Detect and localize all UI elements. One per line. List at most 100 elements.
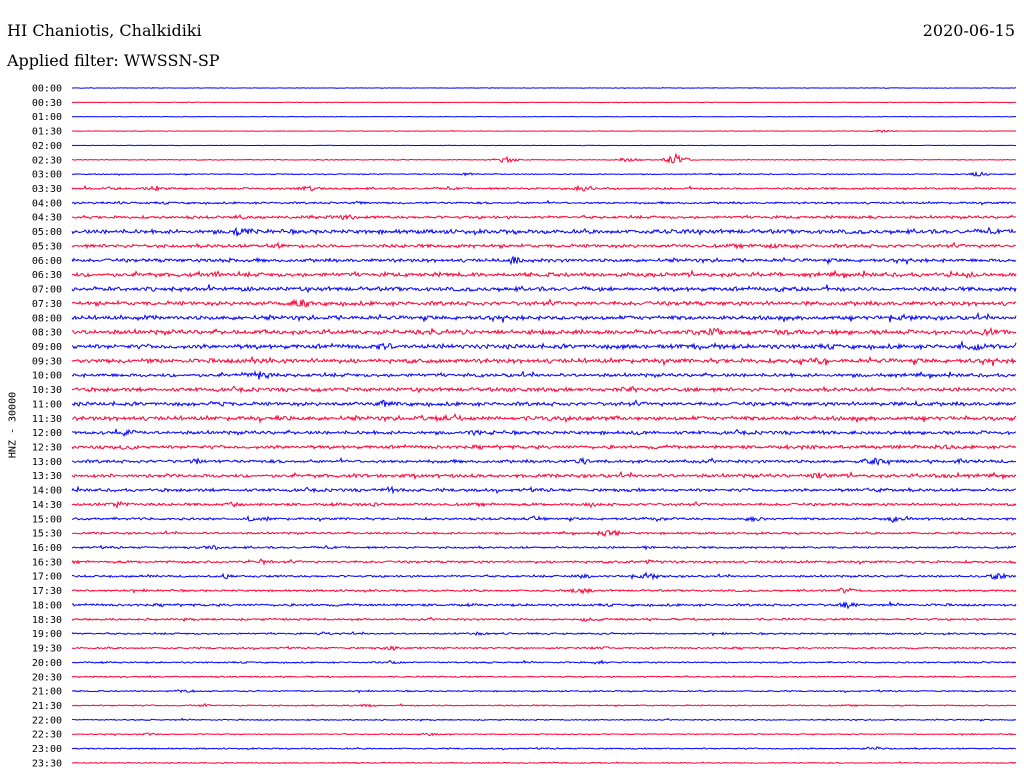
filter-label: Applied filter: WWSSN-SP	[7, 51, 220, 70]
tick-label: 23:00	[32, 744, 62, 755]
seismic-trace	[71, 702, 1017, 708]
seismic-trace	[71, 355, 1017, 367]
tick-label: 03:00	[32, 170, 62, 181]
seismic-trace	[71, 129, 1017, 134]
tick-label: 06:00	[32, 256, 62, 267]
seismic-trace	[71, 144, 1017, 147]
tick-label: 20:00	[32, 658, 62, 669]
tick-label: 09:30	[32, 356, 62, 367]
tick-label: 20:30	[32, 672, 62, 683]
tick-label: 17:30	[32, 586, 62, 597]
seismic-trace	[71, 226, 1016, 237]
tick-label: 18:30	[32, 615, 62, 626]
tick-label: 10:00	[32, 371, 62, 382]
seismic-trace	[71, 241, 1017, 250]
tick-label: 09:00	[32, 342, 62, 353]
seismic-trace	[72, 86, 1017, 90]
tick-label: 16:00	[32, 543, 62, 554]
seismic-trace	[71, 674, 1017, 679]
seismic-trace	[71, 370, 1017, 380]
seismic-trace	[71, 327, 1017, 338]
seismic-trace	[71, 184, 1017, 192]
seismic-trace	[71, 557, 1017, 566]
tick-label: 16:30	[32, 557, 62, 568]
seismic-trace	[71, 529, 1017, 538]
tick-label: 07:30	[32, 299, 62, 310]
tick-label: 04:00	[32, 198, 62, 209]
tick-label: 02:30	[32, 155, 62, 166]
seismic-trace	[71, 298, 1017, 308]
tick-label: 18:00	[32, 600, 62, 611]
tick-label: 02:00	[32, 141, 62, 152]
tick-label: 08:00	[32, 313, 62, 324]
tick-label: 13:00	[32, 457, 62, 468]
seismic-trace	[71, 544, 1017, 551]
seismic-trace	[71, 311, 1017, 323]
tick-label: 05:00	[32, 227, 62, 238]
seismic-trace	[71, 600, 1017, 610]
tick-label: 12:00	[32, 428, 62, 439]
tick-label: 07:00	[32, 285, 62, 296]
seismic-trace	[71, 485, 1017, 495]
station-title: HI Chaniotis, Chalkidiki	[7, 21, 202, 40]
tick-label: 11:00	[32, 399, 62, 410]
seismic-trace	[71, 339, 1017, 351]
seismic-trace	[71, 101, 1017, 104]
seismic-trace	[71, 645, 1017, 652]
seismic-trace	[71, 284, 1017, 294]
tick-label: 04:30	[32, 213, 62, 224]
tick-label: 14:30	[32, 500, 62, 511]
seismic-trace	[71, 514, 1017, 524]
tick-label: 19:30	[32, 644, 62, 655]
seismic-trace	[71, 385, 1017, 394]
tick-label: 10:30	[32, 385, 62, 396]
tick-label: 01:00	[32, 112, 62, 123]
tick-label: 21:30	[32, 701, 62, 712]
tick-label: 00:30	[32, 98, 62, 109]
seismic-trace	[71, 170, 1017, 177]
seismic-trace	[71, 761, 1017, 765]
tick-label: 21:00	[32, 687, 62, 698]
tick-label: 11:30	[32, 414, 62, 425]
seismic-trace	[71, 199, 1017, 206]
tick-label: 14:00	[32, 486, 62, 497]
seismic-trace	[71, 456, 1017, 467]
seismic-trace	[71, 115, 1017, 118]
seismic-trace	[71, 659, 1017, 665]
tick-label: 00:00	[32, 84, 62, 95]
seismic-trace	[71, 587, 1017, 595]
seismic-trace	[71, 255, 1017, 266]
tick-label: 08:30	[32, 328, 62, 339]
seismic-trace	[71, 152, 1017, 164]
seismic-trace	[71, 470, 1017, 481]
seismic-trace	[71, 428, 1017, 437]
seismic-trace	[71, 399, 1017, 408]
trace-group	[71, 86, 1017, 765]
seismic-trace	[71, 689, 1017, 694]
seismic-trace	[71, 443, 1017, 451]
seismic-trace	[71, 616, 1017, 623]
tick-label: 05:30	[32, 241, 62, 252]
seismic-trace	[71, 746, 1017, 751]
seismic-trace	[71, 500, 1017, 509]
tick-label: 15:00	[32, 514, 62, 525]
date-label: 2020-06-15	[922, 21, 1015, 40]
tick-label: 22:00	[32, 715, 62, 726]
tick-label: 01:30	[32, 127, 62, 138]
tick-label: 15:30	[32, 529, 62, 540]
seismic-trace	[71, 732, 1017, 737]
seismic-trace	[71, 717, 1017, 722]
seismic-trace	[72, 214, 1017, 221]
tick-label-group: 00:00 00:30 01:00 01:30 02:00 02:30 03:00 03:30…	[32, 84, 62, 770]
seismic-trace	[71, 631, 1017, 637]
tick-label: 06:30	[32, 270, 62, 281]
seismic-trace	[71, 571, 1017, 581]
tick-label: 03:30	[32, 184, 62, 195]
tick-label: 13:30	[32, 471, 62, 482]
seismic-trace	[71, 413, 1017, 424]
tick-label: 12:30	[32, 443, 62, 454]
tick-label: 22:30	[32, 730, 62, 741]
tick-label: 19:00	[32, 629, 62, 640]
